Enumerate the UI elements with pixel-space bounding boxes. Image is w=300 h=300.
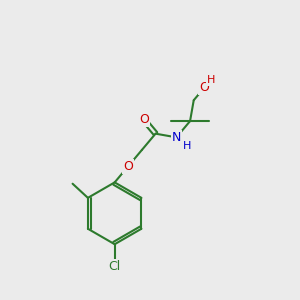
Text: O: O: [199, 81, 209, 94]
Text: N: N: [172, 131, 181, 144]
Text: O: O: [139, 113, 149, 126]
Text: H: H: [182, 141, 191, 151]
Text: H: H: [207, 75, 215, 85]
Text: O: O: [123, 160, 133, 172]
Text: Cl: Cl: [109, 260, 121, 273]
